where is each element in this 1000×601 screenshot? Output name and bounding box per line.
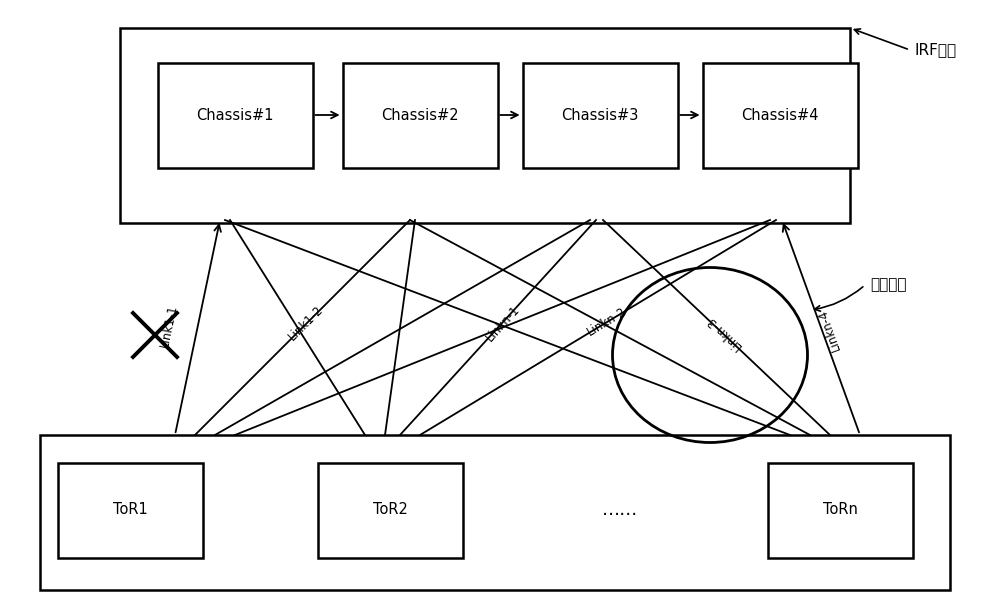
Bar	[158, 63, 312, 168]
Text: ToR2: ToR2	[373, 502, 407, 517]
Text: ToR1: ToR1	[113, 502, 147, 517]
Text: Linkn-2: Linkn-2	[585, 305, 629, 339]
Text: ToRn: ToRn	[823, 502, 857, 517]
Bar	[342, 63, 498, 168]
Text: Chassis#3: Chassis#3	[561, 108, 639, 123]
Bar	[522, 63, 678, 168]
Text: Link1-2: Link1-2	[286, 303, 326, 343]
Text: Linkn-1: Linkn-1	[484, 303, 523, 344]
Text: Chassis#4: Chassis#4	[741, 108, 819, 123]
Text: 聚合链路: 聚合链路	[870, 278, 906, 293]
Bar	[702, 63, 858, 168]
Text: IRF系统: IRF系统	[915, 42, 957, 57]
Text: Chassis#1: Chassis#1	[196, 108, 274, 123]
Bar	[318, 463, 462, 558]
Text: Linkn-4: Linkn-4	[815, 307, 842, 352]
Text: ……: ……	[602, 501, 638, 519]
Text: Linkn-3: Linkn-3	[704, 313, 744, 352]
Bar	[120, 28, 850, 223]
Bar	[40, 435, 950, 590]
Bar	[768, 463, 912, 558]
Bar	[58, 463, 202, 558]
Text: Link1-1: Link1-1	[158, 304, 180, 349]
Text: Chassis#2: Chassis#2	[381, 108, 459, 123]
